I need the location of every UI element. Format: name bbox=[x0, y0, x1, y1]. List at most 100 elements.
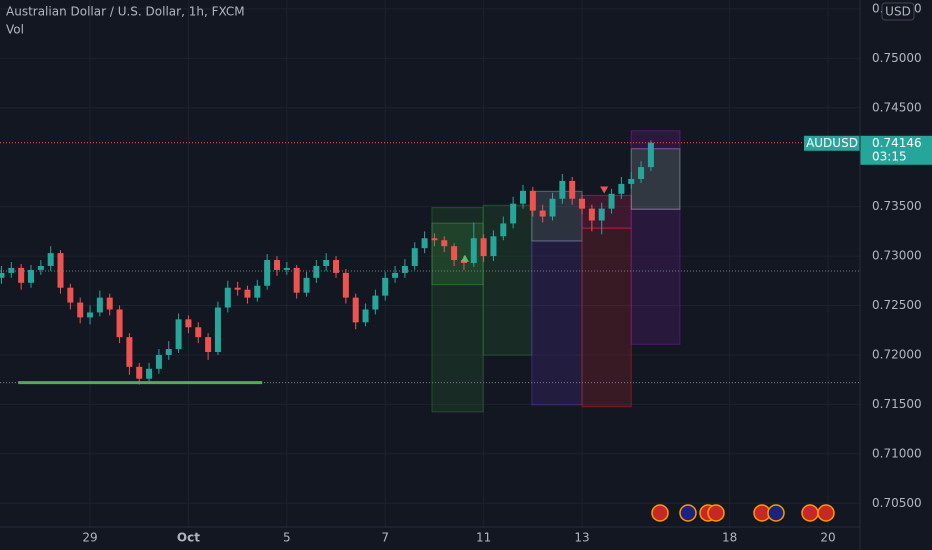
candle-body bbox=[47, 253, 54, 266]
x-tick-label: 11 bbox=[476, 531, 491, 545]
candle-body bbox=[519, 190, 526, 204]
position-zone bbox=[482, 204, 533, 356]
signal-marker bbox=[600, 186, 609, 194]
candle-body bbox=[500, 223, 507, 237]
candle-body bbox=[618, 183, 625, 194]
x-tick-label: 20 bbox=[820, 531, 835, 545]
candle-body bbox=[136, 366, 143, 379]
price-tag bbox=[860, 135, 932, 165]
candle-body bbox=[638, 167, 645, 179]
event-icon[interactable] bbox=[767, 504, 785, 522]
x-tick-label: 29 bbox=[82, 531, 97, 545]
candle-body bbox=[234, 287, 241, 290]
candle-body bbox=[539, 210, 546, 217]
candle-body bbox=[244, 289, 251, 298]
candle-body bbox=[0, 272, 5, 278]
currency-button[interactable] bbox=[881, 2, 915, 21]
symbol-tag bbox=[804, 135, 860, 151]
event-icon[interactable] bbox=[801, 504, 819, 522]
candle-body bbox=[8, 267, 15, 273]
position-zone bbox=[581, 227, 632, 408]
candle-body bbox=[205, 337, 212, 352]
candle-body bbox=[175, 319, 182, 350]
event-icon[interactable] bbox=[679, 504, 697, 522]
candle-body bbox=[96, 297, 103, 313]
candle-body bbox=[579, 198, 586, 209]
candle-body bbox=[303, 277, 310, 293]
candle-body bbox=[559, 180, 566, 199]
x-tick-label: 5 bbox=[283, 531, 291, 545]
candle-body bbox=[598, 208, 605, 221]
y-tick-label: 0.71000 bbox=[872, 446, 922, 460]
position-zone bbox=[531, 240, 583, 406]
candle-body bbox=[313, 265, 320, 278]
candle-body bbox=[628, 178, 635, 184]
candle-body bbox=[451, 246, 458, 261]
event-icon[interactable] bbox=[817, 504, 835, 522]
symbol-label: AUDUSD bbox=[806, 136, 858, 150]
candle-body bbox=[362, 309, 369, 323]
y-tick-label: 0.75000 bbox=[872, 51, 922, 65]
event-icon[interactable] bbox=[651, 504, 669, 522]
position-zone bbox=[630, 208, 681, 345]
position-zone bbox=[531, 190, 583, 242]
candle-body bbox=[146, 368, 153, 379]
indicator-label: Vol bbox=[6, 23, 24, 37]
candle-body bbox=[293, 267, 300, 293]
candle-body bbox=[126, 337, 133, 367]
y-tick-label: 0.72500 bbox=[872, 298, 922, 312]
candle-body bbox=[441, 240, 448, 247]
candle-body bbox=[480, 238, 487, 257]
candle-body bbox=[283, 267, 290, 270]
candle-body bbox=[342, 272, 349, 298]
candle-body bbox=[67, 287, 74, 303]
candle-body bbox=[264, 260, 271, 286]
candle-body bbox=[77, 302, 84, 318]
y-tick-label: 0.71500 bbox=[872, 397, 922, 411]
candle-body bbox=[490, 236, 497, 257]
candle-body bbox=[18, 267, 25, 283]
y-tick-label: 0.73500 bbox=[872, 199, 922, 213]
candle-body bbox=[392, 272, 399, 278]
candle-body bbox=[27, 269, 34, 283]
candle-body bbox=[116, 309, 123, 338]
candle-body bbox=[323, 260, 330, 266]
candle-body bbox=[608, 193, 615, 209]
candle-body bbox=[529, 190, 536, 211]
y-tick-label: 0.70500 bbox=[872, 496, 922, 510]
y-tick-label: 0.74500 bbox=[872, 100, 922, 114]
candle-body bbox=[569, 180, 576, 199]
candle-body bbox=[57, 253, 64, 288]
candle-body bbox=[470, 238, 477, 264]
x-tick-label: 18 bbox=[722, 531, 737, 545]
y-tick-label: 0.73000 bbox=[872, 249, 922, 263]
candle-body bbox=[401, 265, 408, 273]
candles bbox=[0, 140, 654, 385]
candle-body bbox=[214, 307, 221, 352]
currency-label[interactable]: USD bbox=[885, 5, 911, 19]
candle-body bbox=[254, 285, 261, 298]
signal-marker bbox=[460, 254, 469, 262]
x-tick-label: Oct bbox=[177, 531, 200, 545]
candle-body bbox=[352, 297, 359, 323]
candle-body bbox=[333, 260, 340, 273]
event-icon[interactable] bbox=[707, 504, 725, 522]
position-zone bbox=[630, 130, 681, 150]
candle-body bbox=[224, 287, 231, 308]
candle-body bbox=[382, 277, 389, 296]
candle-body bbox=[106, 297, 113, 310]
candle-body bbox=[421, 238, 428, 249]
x-tick-label: 13 bbox=[574, 531, 589, 545]
candle-body bbox=[87, 312, 94, 318]
candle-body bbox=[155, 354, 162, 369]
candle-body bbox=[431, 238, 438, 241]
candle-body bbox=[549, 198, 556, 217]
candle-body bbox=[510, 203, 517, 224]
candle-body bbox=[37, 265, 44, 270]
chart-title: Australian Dollar / U.S. Dollar, 1h, FXC… bbox=[6, 5, 245, 19]
countdown-label: 03:15 bbox=[872, 149, 907, 163]
candle-body bbox=[588, 208, 595, 221]
